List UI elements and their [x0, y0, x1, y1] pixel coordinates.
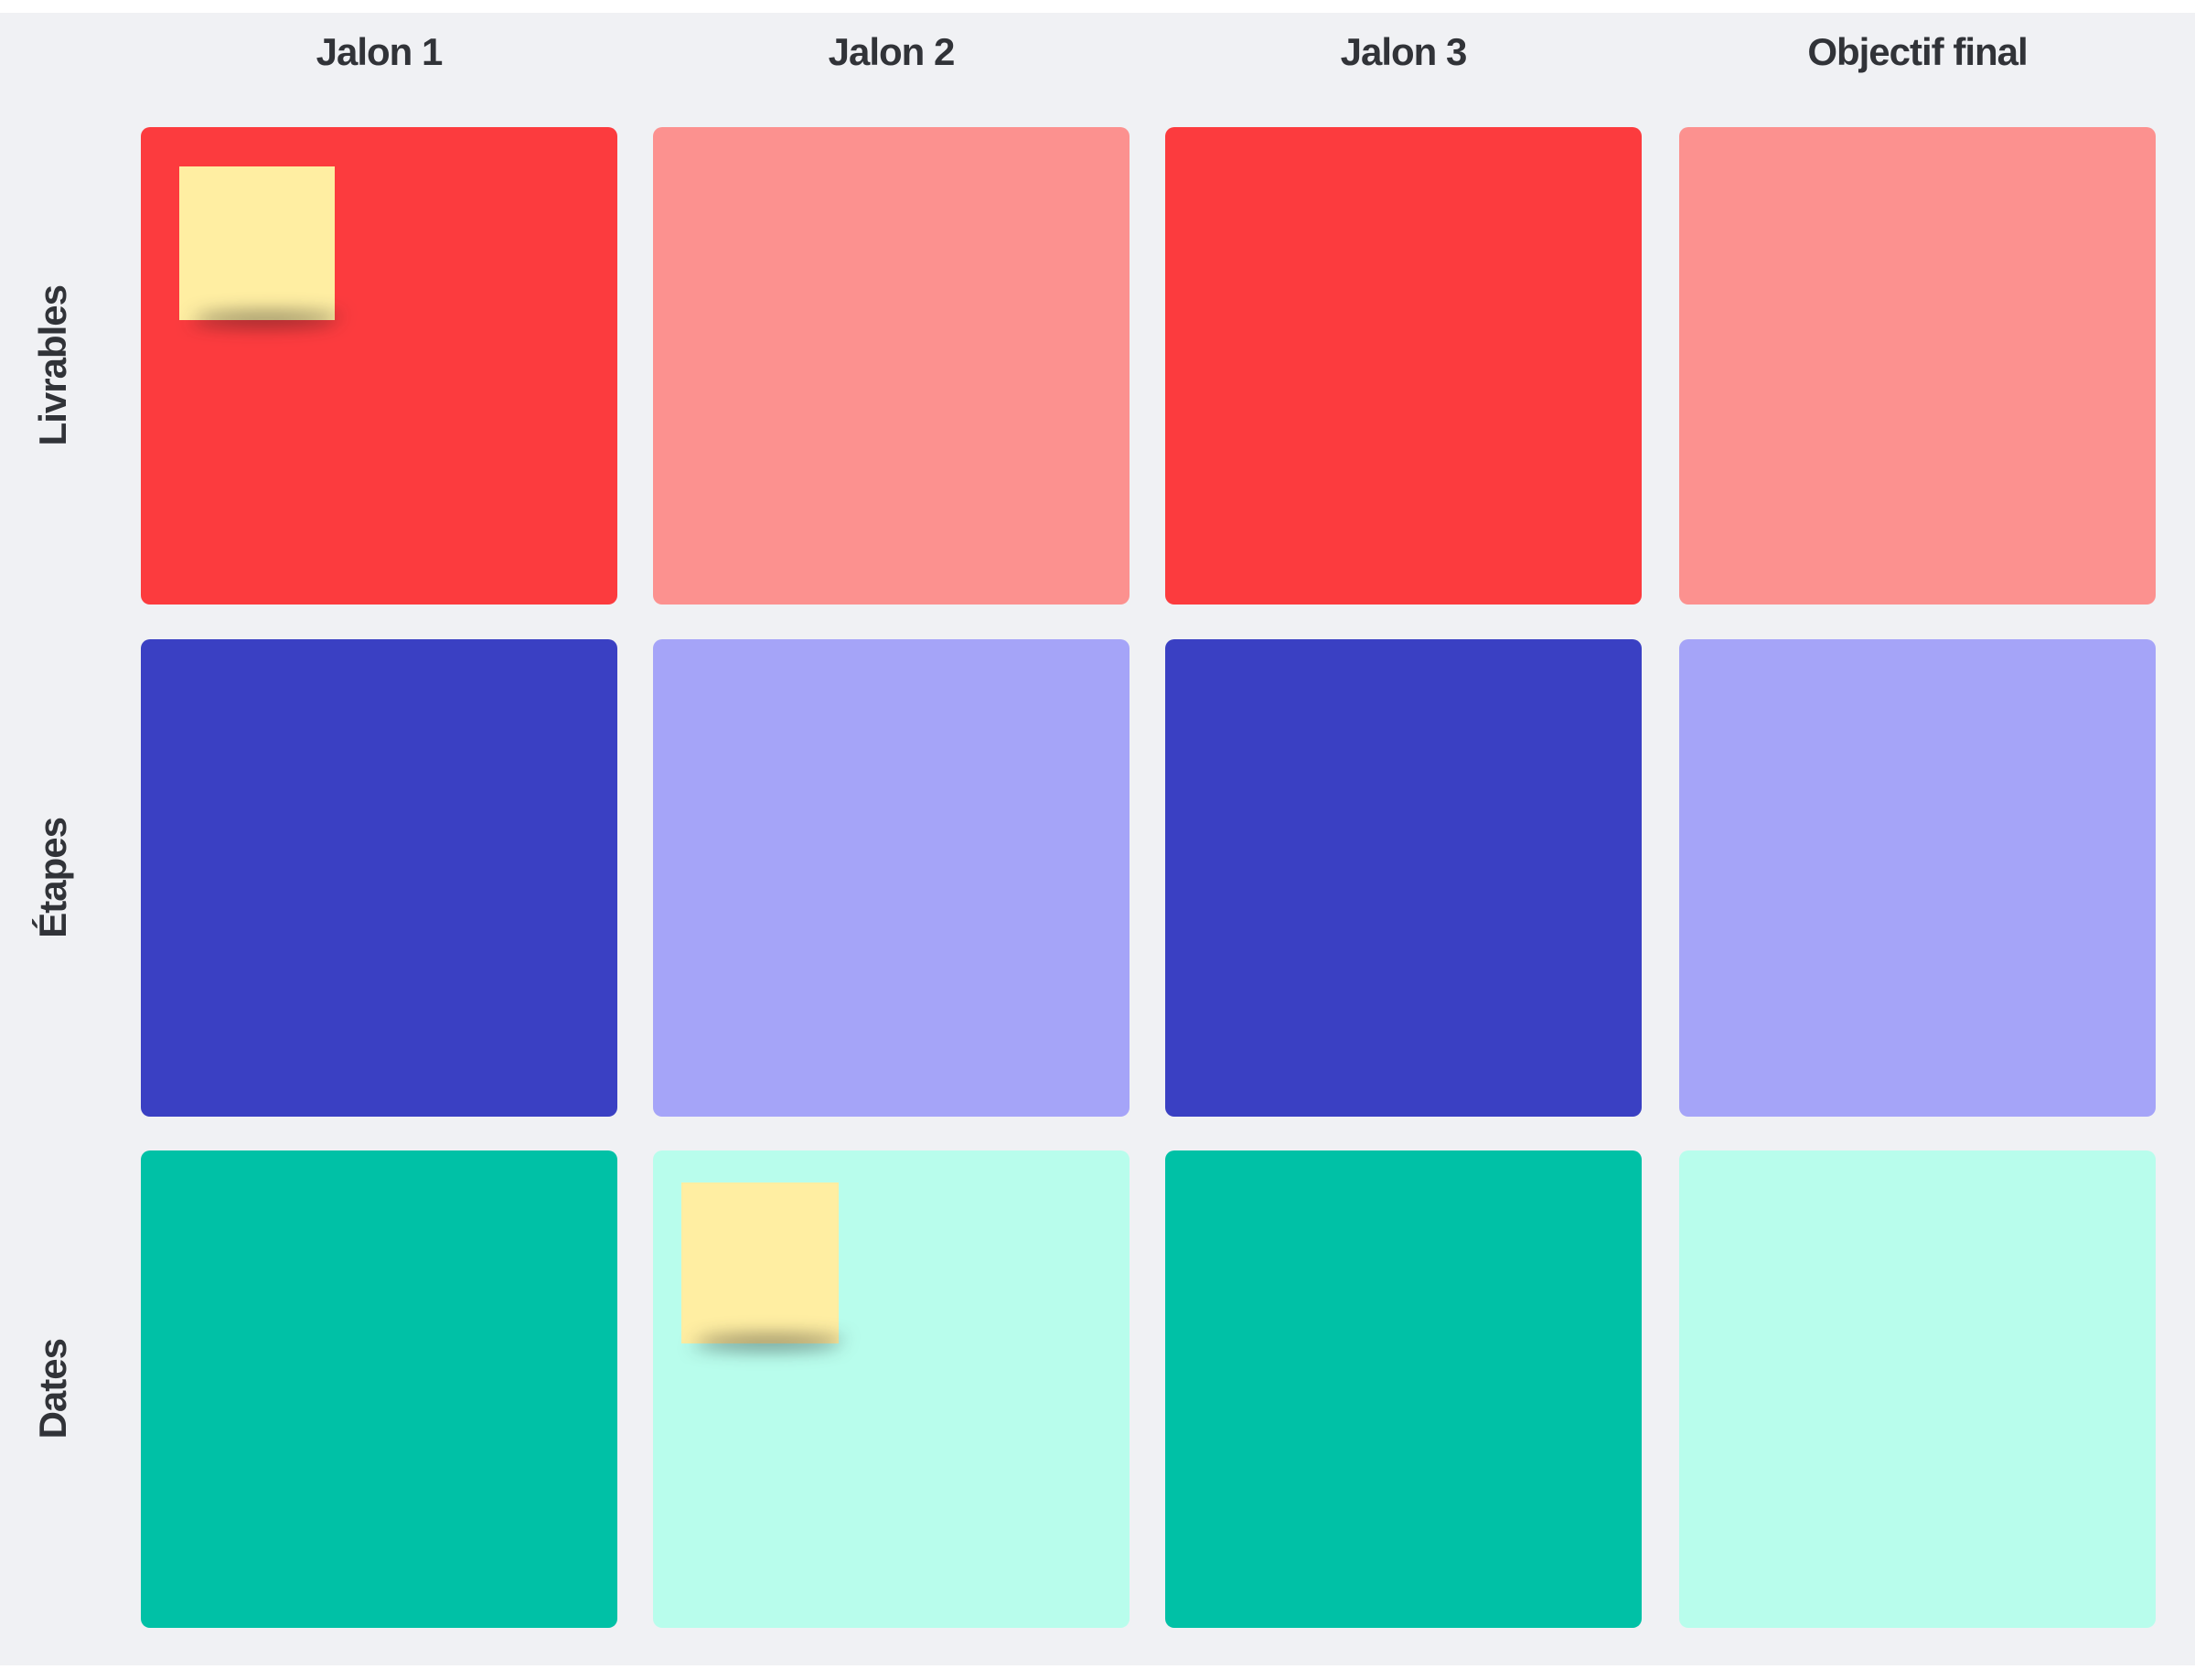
cell-étapes-jalon-1[interactable]	[141, 639, 617, 1117]
sticky-note[interactable]	[179, 166, 335, 320]
cell-livrables-jalon-2[interactable]	[653, 127, 1130, 605]
cell-dates-jalon-2[interactable]	[653, 1150, 1130, 1628]
row-label-2[interactable]: Étapes	[0, 639, 105, 1117]
row-label-1[interactable]: Livrables	[0, 127, 105, 605]
milestone-grid: Jalon 1 Jalon 2 Jalon 3 Objectif final Livra…	[0, 13, 2156, 1628]
row-label-text: Dates	[30, 1339, 74, 1439]
cell-étapes-jalon-2[interactable]	[653, 639, 1130, 1117]
cell-étapes-jalon-3[interactable]	[1165, 639, 1642, 1117]
cell-livrables-jalon-1[interactable]	[141, 127, 617, 605]
column-header-2[interactable]: Jalon 2	[828, 30, 956, 73]
cell-dates-jalon-1[interactable]	[141, 1150, 617, 1628]
milestone-board: Jalon 1 Jalon 2 Jalon 3 Objectif final Livra…	[0, 13, 2195, 1665]
cell-dates-jalon-3[interactable]	[1165, 1150, 1642, 1628]
cell-dates-objectif-final[interactable]	[1679, 1150, 2156, 1628]
cell-livrables-jalon-3[interactable]	[1165, 127, 1642, 605]
sticky-note[interactable]	[681, 1182, 839, 1343]
row-label-text: Livrables	[30, 285, 74, 446]
column-header-1[interactable]: Jalon 1	[316, 30, 444, 73]
column-header-3[interactable]: Jalon 3	[1340, 30, 1468, 73]
cell-étapes-objectif-final[interactable]	[1679, 639, 2156, 1117]
row-label-text: Étapes	[30, 818, 74, 938]
row-label-3[interactable]: Dates	[0, 1150, 105, 1628]
cell-livrables-objectif-final[interactable]	[1679, 127, 2156, 605]
column-header-4[interactable]: Objectif final	[1807, 30, 2028, 73]
